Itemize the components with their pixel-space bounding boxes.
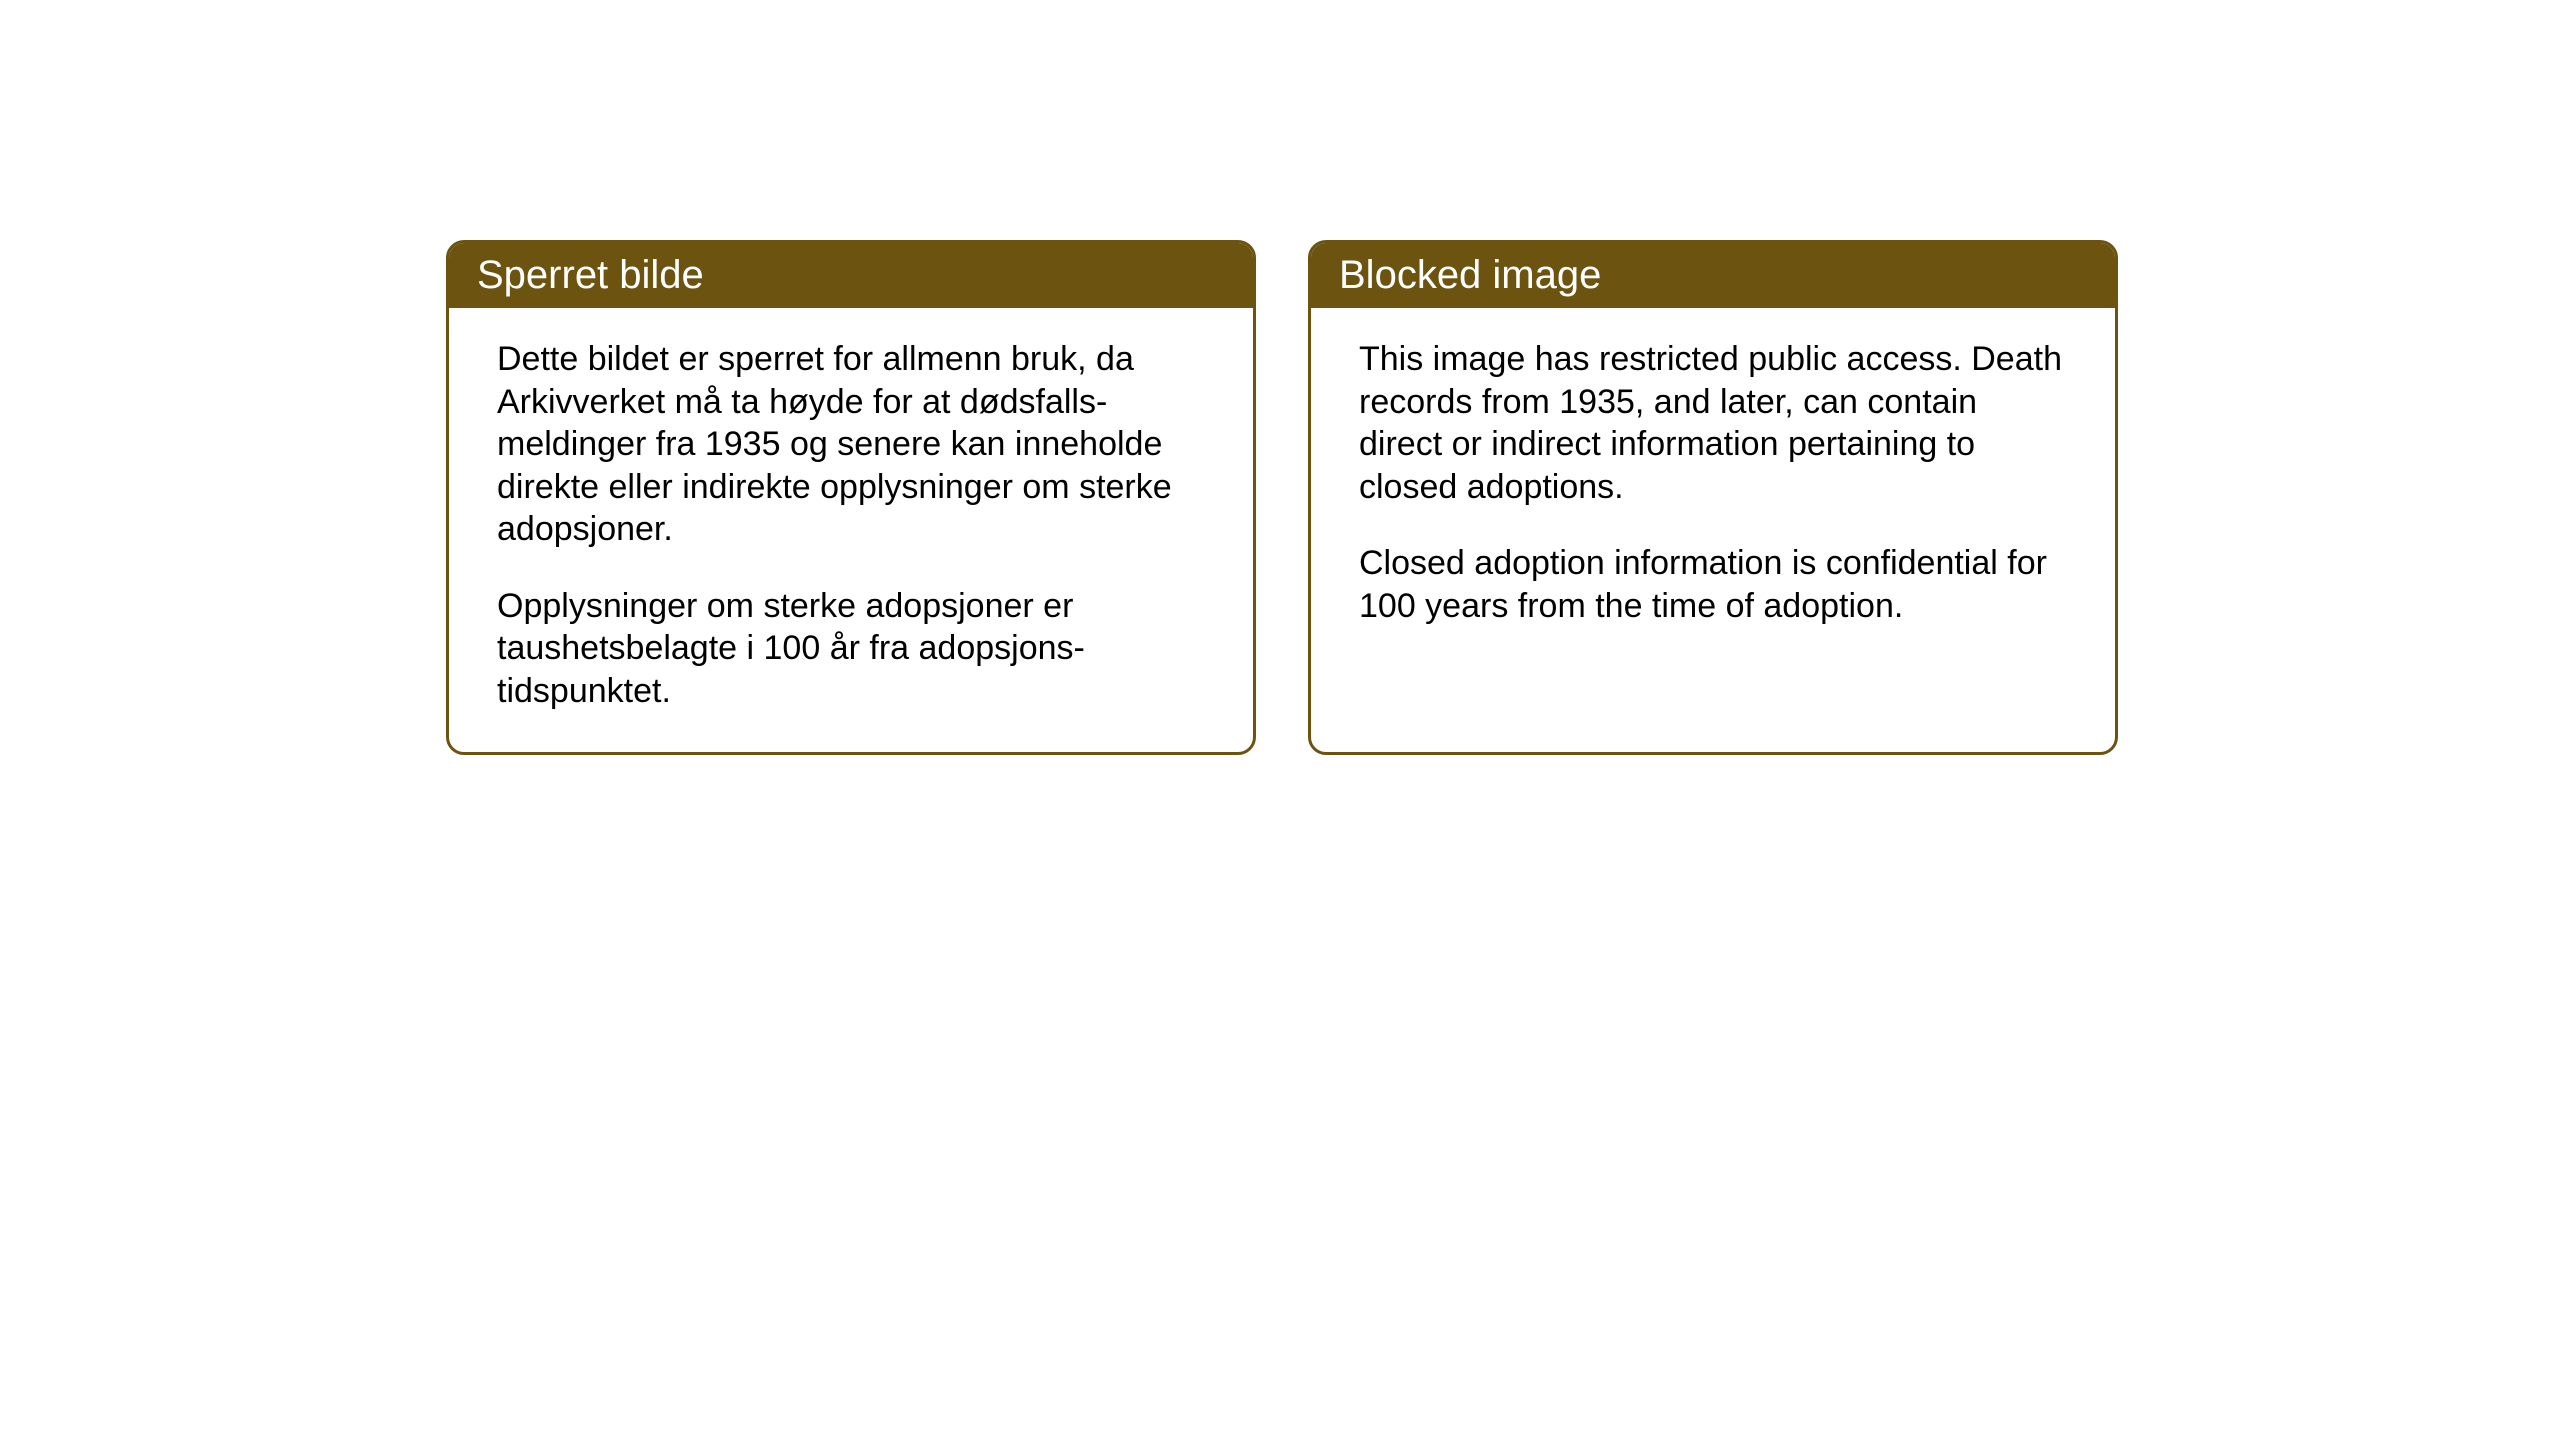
- card-paragraph: This image has restricted public access.…: [1359, 338, 2067, 508]
- card-header-norwegian: Sperret bilde: [449, 243, 1253, 308]
- card-norwegian: Sperret bilde Dette bildet er sperret fo…: [446, 240, 1256, 755]
- card-body-english: This image has restricted public access.…: [1311, 308, 2115, 698]
- card-paragraph: Opplysninger om sterke adopsjoner er tau…: [497, 585, 1205, 713]
- card-body-norwegian: Dette bildet er sperret for allmenn bruk…: [449, 308, 1253, 752]
- card-paragraph: Closed adoption information is confident…: [1359, 542, 2067, 627]
- card-english: Blocked image This image has restricted …: [1308, 240, 2118, 755]
- card-header-english: Blocked image: [1311, 243, 2115, 308]
- card-paragraph: Dette bildet er sperret for allmenn bruk…: [497, 338, 1205, 551]
- cards-container: Sperret bilde Dette bildet er sperret fo…: [446, 240, 2118, 755]
